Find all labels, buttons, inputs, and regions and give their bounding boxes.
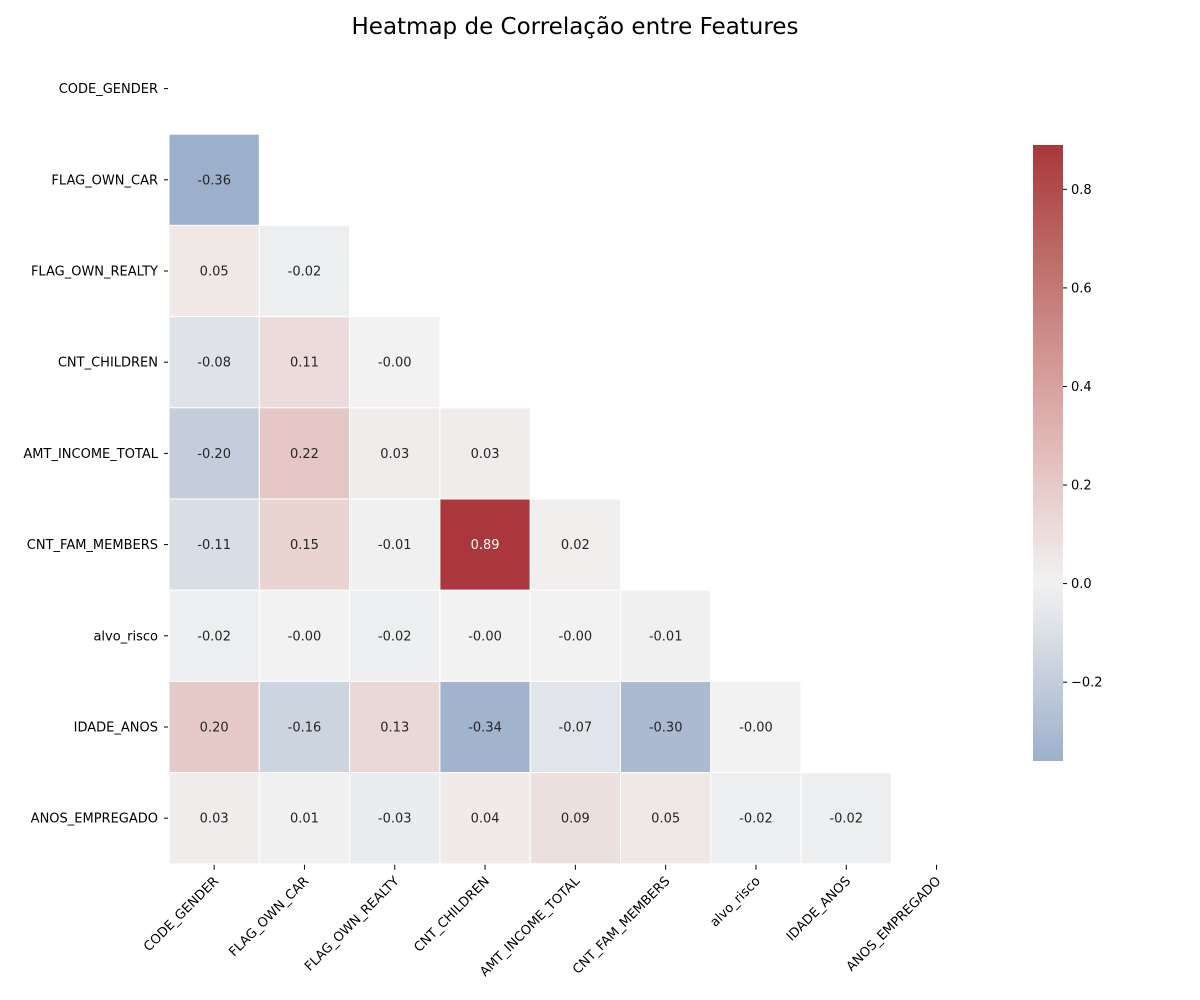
heatmap-cell <box>168 772 260 865</box>
heatmap-cell <box>620 772 712 865</box>
y-tick-label: CNT_CHILDREN <box>58 356 158 371</box>
cell-value-label: -0.03 <box>378 812 412 827</box>
cell-value-label: 0.15 <box>290 538 319 553</box>
heatmap-cell <box>529 589 622 682</box>
cell-value-label: -0.08 <box>197 356 231 371</box>
cell-value-label: -0.00 <box>288 629 322 644</box>
chart-title: Heatmap de Correlação entre Features <box>352 14 799 40</box>
colorbar-tick-label: 0.2 <box>1071 479 1092 494</box>
cell-value-label: -0.00 <box>559 629 593 644</box>
cell-value-label: 0.03 <box>200 812 229 827</box>
cell-value-label: -0.07 <box>559 721 593 736</box>
cell-value-label: 0.04 <box>471 812 500 827</box>
heatmap-cell <box>439 589 531 682</box>
y-tick-label: CODE_GENDER <box>59 82 158 97</box>
heatmap-cell <box>349 316 441 409</box>
cell-value-label: 0.05 <box>651 812 680 827</box>
cell-value-label: -0.00 <box>739 721 773 736</box>
cell-value-label: 0.22 <box>290 447 319 462</box>
heatmap-cell <box>529 498 622 591</box>
y-tick-label: alvo_risco <box>93 629 158 644</box>
y-tick-label: CNT_FAM_MEMBERS <box>27 538 158 553</box>
cell-value-label: 0.13 <box>380 721 409 736</box>
y-axis-tick-labels: CODE_GENDER FLAG_OWN_CAR FLAG_OWN_REALTY CN… <box>23 82 168 827</box>
colorbar-tick-label: 0.8 <box>1071 183 1092 198</box>
cell-value-label: -0.01 <box>378 538 412 553</box>
cell-value-label: -0.02 <box>739 812 773 827</box>
heatmap-cell <box>439 407 531 500</box>
cell-value-label: 0.89 <box>471 538 500 553</box>
y-tick-label: IDADE_ANOS <box>74 721 158 736</box>
cell-value-label: 0.03 <box>471 447 500 462</box>
heatmap-cell <box>349 407 441 500</box>
y-tick-label: FLAG_OWN_CAR <box>51 173 158 188</box>
cell-value-label: -0.16 <box>288 721 322 736</box>
cell-value-label: -0.34 <box>468 721 502 736</box>
heatmap-cell <box>349 498 441 591</box>
colorbar: −0.2 0.0 0.2 0.4 0.6 0.8 <box>1033 145 1103 761</box>
cell-value-label: 0.05 <box>200 265 229 280</box>
heatmap-cell <box>349 680 441 774</box>
heatmap-cell <box>439 498 531 591</box>
heatmap-cell <box>800 772 892 865</box>
cell-value-label: -0.36 <box>197 173 231 188</box>
cell-value-label: 0.20 <box>200 721 229 736</box>
heatmap-cell <box>168 498 260 591</box>
y-tick-label: AMT_INCOME_TOTAL <box>23 447 158 462</box>
heatmap-cells: -0.36 0.05 -0.02 -0.08 0.11 -0.00 -0.20 0.22 0.0… <box>168 133 892 865</box>
cell-value-label: -0.01 <box>649 629 683 644</box>
cell-value-label: -0.02 <box>378 629 412 644</box>
colorbar-tick-label: 0.0 <box>1071 577 1092 592</box>
cell-value-label: 0.03 <box>380 447 409 462</box>
heatmap-cell <box>710 772 802 865</box>
heatmap-cell <box>258 407 351 500</box>
cell-value-label: -0.00 <box>378 356 412 371</box>
cell-value-label: -0.30 <box>649 721 683 736</box>
cell-value-label: -0.02 <box>197 629 231 644</box>
heatmap-cell <box>168 589 260 682</box>
cell-value-label: -0.02 <box>829 812 863 827</box>
heatmap-cell <box>168 133 260 226</box>
cell-value-label: -0.00 <box>468 629 502 644</box>
heatmap-cell <box>620 589 712 682</box>
heatmap-cell <box>258 498 351 591</box>
cell-value-label: 0.02 <box>561 538 590 553</box>
cell-value-label: -0.11 <box>197 538 231 553</box>
colorbar-tick-label: −0.2 <box>1071 676 1103 691</box>
heatmap-cell <box>168 407 260 500</box>
heatmap-cell <box>258 224 351 318</box>
cell-value-label: 0.11 <box>290 356 319 371</box>
cell-value-label: 0.01 <box>290 812 319 827</box>
heatmap-cell <box>349 589 441 682</box>
heatmap-cell <box>439 772 531 865</box>
colorbar-tick-label: 0.6 <box>1071 281 1092 296</box>
heatmap-cell <box>529 772 622 865</box>
cell-value-label: -0.02 <box>288 265 322 280</box>
y-tick-label: FLAG_OWN_REALTY <box>31 265 158 280</box>
cell-value-label: -0.20 <box>197 447 231 462</box>
cell-value-label: 0.09 <box>561 812 590 827</box>
heatmap-cell <box>258 772 351 865</box>
colorbar-gradient <box>1033 145 1063 761</box>
colorbar-tick-label: 0.4 <box>1071 380 1092 395</box>
y-tick-label: ANOS_EMPREGADO <box>31 812 158 827</box>
heatmap-cell <box>439 680 531 774</box>
